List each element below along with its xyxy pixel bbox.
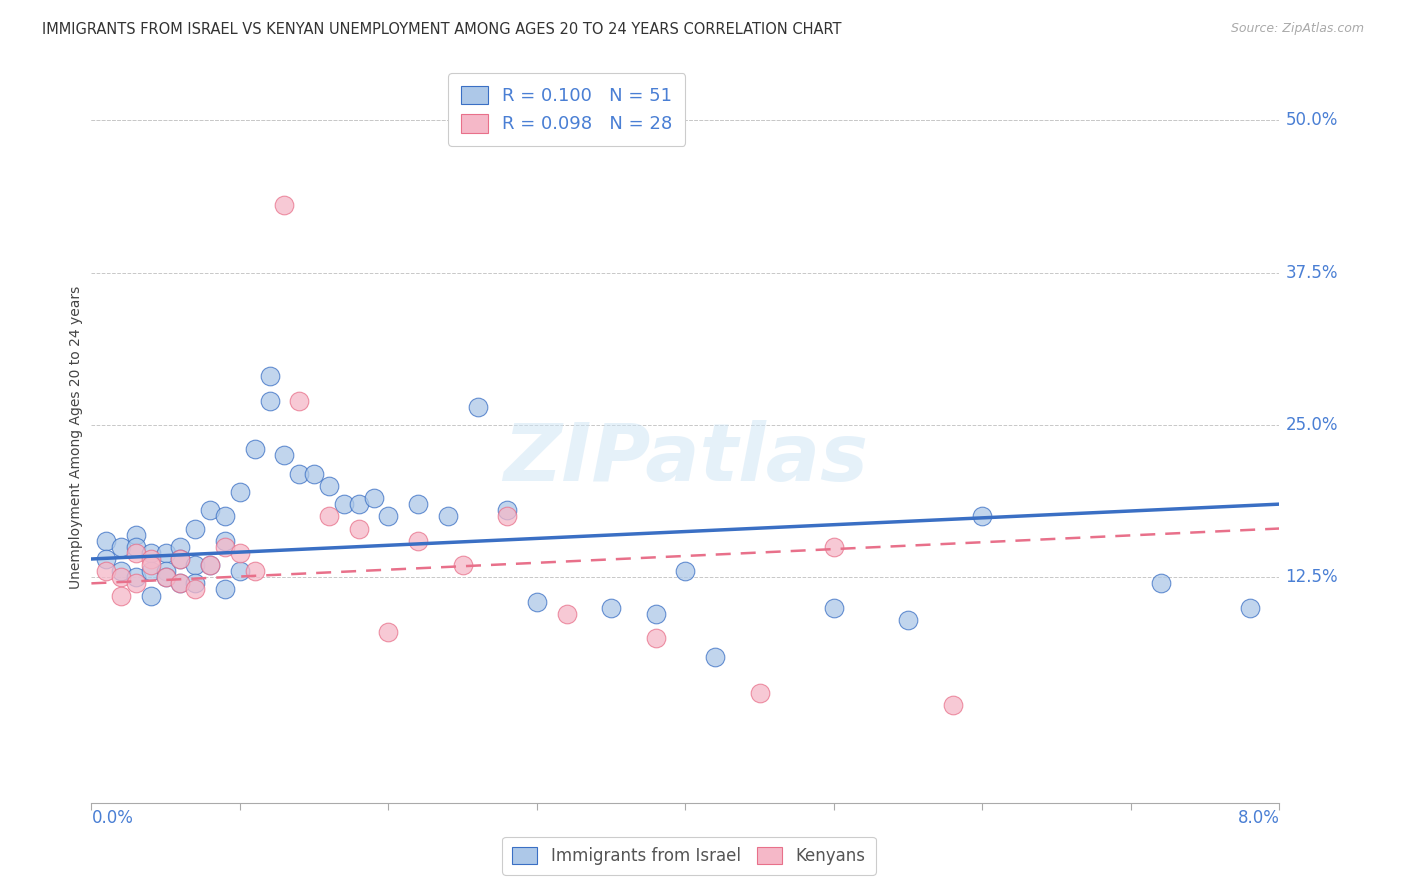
Text: 8.0%: 8.0% <box>1237 809 1279 827</box>
Point <box>169 552 191 566</box>
Point <box>1239 600 1261 615</box>
Point <box>259 369 281 384</box>
Point <box>377 509 399 524</box>
Point <box>288 393 311 408</box>
Point <box>318 509 340 524</box>
Point <box>169 552 191 566</box>
Point <box>436 509 458 524</box>
Point <box>200 503 222 517</box>
Point <box>110 589 132 603</box>
Point <box>333 497 356 511</box>
Text: ZIPatlas: ZIPatlas <box>503 420 868 498</box>
Point <box>169 540 191 554</box>
Point <box>155 546 177 560</box>
Point <box>184 582 207 597</box>
Point <box>184 576 207 591</box>
Text: 37.5%: 37.5% <box>1285 263 1339 282</box>
Point <box>823 540 845 554</box>
Point <box>200 558 222 573</box>
Point <box>406 497 429 511</box>
Point <box>214 540 236 554</box>
Point <box>644 632 666 646</box>
Point <box>184 558 207 573</box>
Point <box>496 509 519 524</box>
Point <box>125 540 148 554</box>
Point <box>273 198 295 212</box>
Point <box>972 509 994 524</box>
Point <box>243 564 266 578</box>
Y-axis label: Unemployment Among Ages 20 to 24 years: Unemployment Among Ages 20 to 24 years <box>69 285 83 589</box>
Point <box>555 607 578 621</box>
Point <box>139 546 162 560</box>
Point <box>139 558 162 573</box>
Point <box>139 552 162 566</box>
Point <box>347 497 370 511</box>
Point <box>467 400 489 414</box>
Point <box>526 595 548 609</box>
Point <box>110 540 132 554</box>
Point <box>169 576 191 591</box>
Point <box>273 449 295 463</box>
Point <box>288 467 311 481</box>
Point <box>214 509 236 524</box>
Text: 0.0%: 0.0% <box>91 809 134 827</box>
Point <box>942 698 965 713</box>
Point <box>1149 576 1171 591</box>
Point <box>110 564 132 578</box>
Point <box>155 570 177 584</box>
Point <box>229 564 252 578</box>
Point <box>139 589 162 603</box>
Point <box>496 503 519 517</box>
Point <box>600 600 623 615</box>
Point <box>155 564 177 578</box>
Point <box>96 533 118 548</box>
Point <box>406 533 429 548</box>
Point <box>96 564 118 578</box>
Point <box>184 521 207 535</box>
Text: 12.5%: 12.5% <box>1285 568 1339 586</box>
Text: 25.0%: 25.0% <box>1285 416 1339 434</box>
Point <box>214 533 236 548</box>
Point <box>377 625 399 640</box>
Point <box>451 558 474 573</box>
Legend: Immigrants from Israel, Kenyans: Immigrants from Israel, Kenyans <box>502 837 876 875</box>
Point <box>169 576 191 591</box>
Point <box>259 393 281 408</box>
Text: 50.0%: 50.0% <box>1285 112 1337 129</box>
Point <box>318 479 340 493</box>
Point <box>200 558 222 573</box>
Point <box>229 485 252 500</box>
Point <box>347 521 370 535</box>
Point <box>897 613 920 627</box>
Point <box>125 576 148 591</box>
Point <box>125 546 148 560</box>
Point <box>96 552 118 566</box>
Point <box>125 527 148 541</box>
Legend: R = 0.100   N = 51, R = 0.098   N = 28: R = 0.100 N = 51, R = 0.098 N = 28 <box>449 73 685 146</box>
Point <box>229 546 252 560</box>
Point <box>110 570 132 584</box>
Point <box>823 600 845 615</box>
Point <box>214 582 236 597</box>
Text: IMMIGRANTS FROM ISRAEL VS KENYAN UNEMPLOYMENT AMONG AGES 20 TO 24 YEARS CORRELAT: IMMIGRANTS FROM ISRAEL VS KENYAN UNEMPLO… <box>42 22 842 37</box>
Point <box>125 570 148 584</box>
Point <box>155 570 177 584</box>
Point <box>704 649 727 664</box>
Text: Source: ZipAtlas.com: Source: ZipAtlas.com <box>1230 22 1364 36</box>
Point <box>363 491 385 505</box>
Point <box>139 564 162 578</box>
Point <box>243 442 266 457</box>
Point <box>302 467 325 481</box>
Point <box>644 607 666 621</box>
Point <box>673 564 696 578</box>
Point <box>748 686 770 700</box>
